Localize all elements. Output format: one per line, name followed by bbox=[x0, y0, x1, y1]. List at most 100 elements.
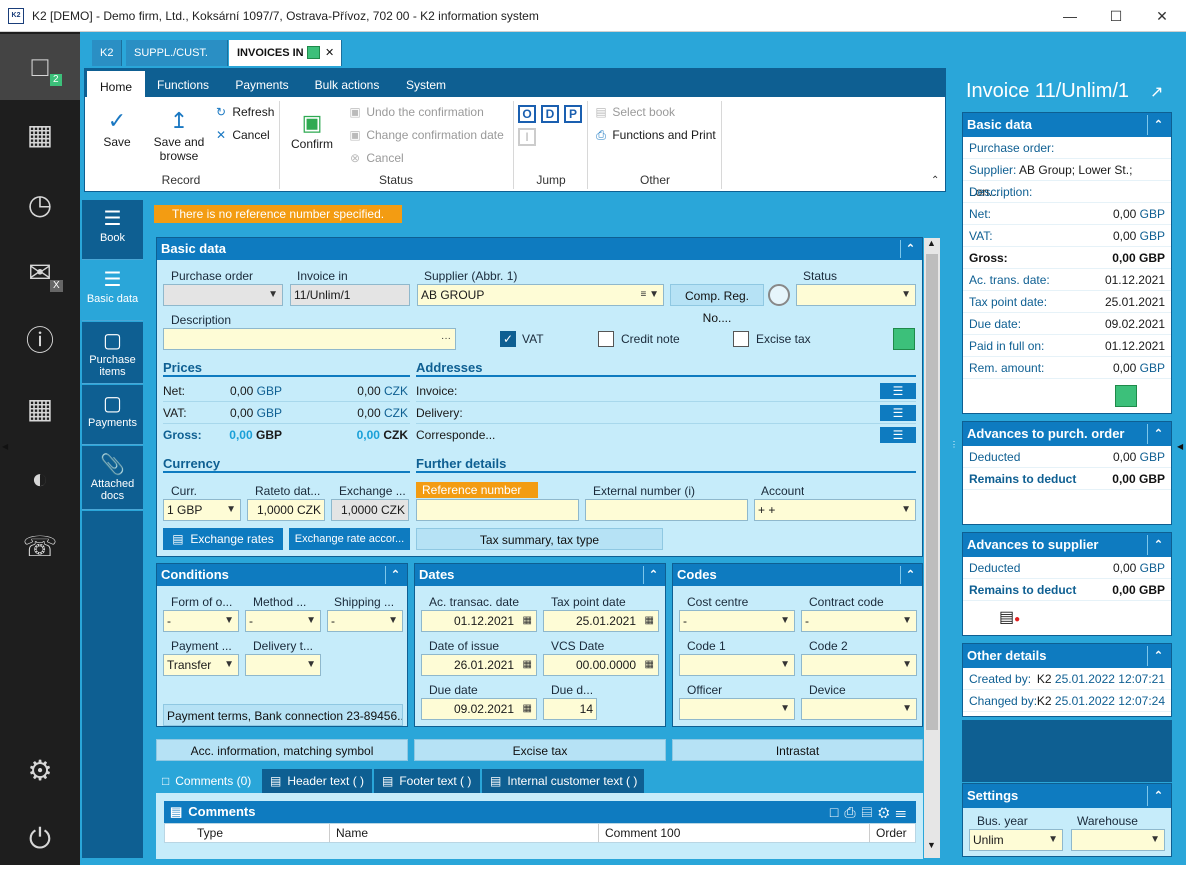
calendar-icon[interactable]: ▦ bbox=[26, 393, 54, 424]
tab-header-text[interactable]: ▤ Header text ( ) bbox=[262, 769, 372, 793]
chevron-up-icon[interactable]: ⌃ bbox=[900, 566, 920, 584]
cost-centre-select[interactable]: - ▼ bbox=[679, 610, 795, 632]
external-number-input[interactable] bbox=[585, 499, 748, 521]
undo-confirmation-button[interactable]: ▣ Undo the confirmation bbox=[347, 105, 483, 119]
history-icon[interactable]: ◷ bbox=[27, 189, 53, 220]
tab-footer-text[interactable]: ▤ Footer text ( ) bbox=[374, 769, 480, 793]
rate-field[interactable]: 1,0000 CZK bbox=[247, 499, 325, 521]
content-scrollbar[interactable]: ▲ ▼ bbox=[924, 238, 940, 858]
tab-internal-customer-text[interactable]: ▤ Internal customer text ( ) bbox=[482, 769, 644, 793]
doc-tab-k2[interactable]: K2 bbox=[92, 40, 123, 66]
vnav-book[interactable]: ☰ Book bbox=[82, 200, 143, 260]
excise-tax-checkbox[interactable] bbox=[733, 331, 749, 347]
jump-d-button[interactable]: D bbox=[541, 105, 559, 123]
col-name[interactable]: Name bbox=[329, 824, 368, 842]
ribbon-tab-functions[interactable]: Functions bbox=[156, 78, 210, 92]
settings-gear-icon[interactable]: ⚙ bbox=[27, 755, 53, 786]
vcs-date-input[interactable]: 00.00.0000 ▦ bbox=[543, 654, 659, 676]
reference-number-input[interactable] bbox=[416, 499, 579, 521]
vnav-basic-data[interactable]: ☰ Basic data bbox=[82, 261, 143, 321]
ribbon-tab-bulk-actions[interactable]: Bulk actions bbox=[314, 78, 380, 92]
status-select[interactable]: ▼ bbox=[796, 284, 916, 306]
vnav-attached-docs[interactable]: 📎 Attached docs bbox=[82, 446, 143, 510]
exchange-rate-accor-button[interactable]: Exchange rate accor... bbox=[289, 528, 410, 550]
tax-summary-button[interactable]: Tax summary, tax type bbox=[416, 528, 663, 550]
exchange-field[interactable]: 1,0000 CZK bbox=[331, 499, 409, 521]
minimize-icon[interactable]: — bbox=[1063, 8, 1077, 24]
apps-grid-icon[interactable]: ▦ bbox=[26, 119, 54, 150]
purchase-order-select[interactable]: ▼ bbox=[163, 284, 283, 306]
cancel-button[interactable]: ✕ Cancel bbox=[213, 128, 270, 142]
vat-checkbox[interactable]: ✓ bbox=[500, 331, 516, 347]
save-button[interactable]: ✓ Save bbox=[93, 107, 141, 149]
ac-transac-date-input[interactable]: 01.12.2021 ▦ bbox=[421, 610, 537, 632]
doc-tab-suppl-cust[interactable]: SUPPL./CUST. bbox=[126, 40, 228, 66]
col-type[interactable]: Type bbox=[197, 826, 224, 840]
jump-o-button[interactable]: O bbox=[518, 105, 536, 123]
payment-terms-button[interactable]: Payment terms, Bank connection 23-89456.… bbox=[163, 704, 403, 726]
address-correspondence-menu-icon[interactable]: ☰ bbox=[880, 427, 916, 443]
chevron-up-icon[interactable]: ⌃ bbox=[643, 566, 663, 584]
shipping-select[interactable]: - ▼ bbox=[327, 610, 403, 632]
vnav-payments[interactable]: ▢ Payments bbox=[82, 385, 143, 445]
grid-toolbar-icons[interactable]: □⎙▤⚙☰ bbox=[829, 804, 912, 820]
supplier-select[interactable]: AB GROUP ≡ ▼ bbox=[417, 284, 664, 306]
chevron-up-icon[interactable]: ⌃ bbox=[900, 240, 920, 258]
refresh-button[interactable]: ↻ Refresh bbox=[213, 105, 274, 119]
contract-code-select[interactable]: - ▼ bbox=[801, 610, 917, 632]
payment-select[interactable]: Transfer ▼ bbox=[163, 654, 239, 676]
due-date-input[interactable]: 09.02.2021 ▦ bbox=[421, 698, 537, 720]
chevron-up-icon[interactable]: ⌃ bbox=[385, 566, 405, 584]
collapse-right-arrow-icon[interactable]: ◀ bbox=[1177, 442, 1184, 451]
ribbon-tab-system[interactable]: System bbox=[405, 78, 446, 92]
chevron-up-icon[interactable]: ⌃ bbox=[1147, 424, 1169, 444]
col-order[interactable]: Order bbox=[869, 824, 907, 842]
method-select[interactable]: - ▼ bbox=[245, 610, 321, 632]
chevron-up-icon[interactable]: ⌃ bbox=[1147, 115, 1169, 135]
collapse-left-arrow-icon[interactable]: ◀ bbox=[2, 442, 9, 451]
address-invoice-menu-icon[interactable]: ☰ bbox=[880, 383, 916, 399]
functions-print-button[interactable]: ⎙ Functions and Print bbox=[593, 128, 716, 143]
monitor-icon[interactable]: □ 2 bbox=[0, 34, 80, 100]
scroll-up-icon[interactable]: ▲ bbox=[927, 238, 936, 248]
col-comment[interactable]: Comment 100 bbox=[598, 824, 680, 842]
ribbon-tab-home[interactable]: Home bbox=[87, 69, 145, 97]
scrollbar-thumb[interactable] bbox=[926, 254, 938, 730]
ribbon-collapse-icon[interactable]: ⌃ bbox=[931, 175, 940, 186]
messages-icon[interactable]: ✉ X bbox=[0, 240, 80, 306]
save-browse-button[interactable]: ↥ Save and browse bbox=[149, 107, 209, 163]
form-select[interactable]: - ▼ bbox=[163, 610, 239, 632]
jump-p-button[interactable]: P bbox=[564, 105, 582, 123]
delivery-select[interactable]: ▼ bbox=[245, 654, 321, 676]
description-input[interactable]: ··· bbox=[163, 328, 456, 350]
vnav-purchase-items[interactable]: ▢ Purchase items bbox=[82, 322, 143, 384]
excise-tax-button[interactable]: Excise tax bbox=[414, 739, 666, 761]
close-icon[interactable]: ✕ bbox=[1156, 8, 1168, 24]
chevron-up-icon[interactable]: ⌃ bbox=[1147, 646, 1169, 666]
intrastat-button[interactable]: Intrastat bbox=[672, 739, 923, 761]
ribbon-tab-payments[interactable]: Payments bbox=[235, 78, 289, 92]
acc-information-button[interactable]: Acc. information, matching symbol bbox=[156, 739, 408, 761]
right-supplier-value[interactable]: AB Group; Lower St.; Lon... bbox=[969, 163, 1133, 199]
comp-reg-button[interactable]: Comp. Reg. No.... bbox=[670, 284, 764, 325]
open-external-icon[interactable]: ↗ bbox=[1150, 84, 1164, 101]
document-warning-icon[interactable]: ▤● bbox=[999, 609, 1021, 626]
power-icon[interactable]: ⏻ bbox=[28, 823, 52, 854]
exchange-rates-button[interactable]: ▤ Exchange rates bbox=[163, 528, 283, 550]
due-days-input[interactable]: 14 bbox=[543, 698, 597, 720]
tab-comments[interactable]: □ Comments (0) bbox=[156, 769, 260, 793]
officer-select[interactable]: ▼ bbox=[679, 698, 795, 720]
tax-point-date-input[interactable]: 25.01.2021 ▦ bbox=[543, 610, 659, 632]
bus-year-select[interactable]: Unlim ▼ bbox=[969, 829, 1063, 851]
chevron-up-icon[interactable]: ⌃ bbox=[1147, 786, 1169, 806]
code2-select[interactable]: ▼ bbox=[801, 654, 917, 676]
invoice-in-field[interactable]: 11/Unlim/1 bbox=[290, 284, 410, 306]
tab-close-icon[interactable]: ✕ bbox=[325, 47, 335, 59]
warehouse-select[interactable]: ▼ bbox=[1071, 829, 1165, 851]
network-phone-icon[interactable]: ☏ bbox=[22, 531, 58, 562]
cancel-status-button[interactable]: ⊗ Cancel bbox=[347, 151, 404, 165]
jump-i-icon[interactable]: I bbox=[518, 128, 536, 146]
account-select[interactable]: + + ▼ bbox=[754, 499, 916, 521]
info-icon[interactable]: ⓘ bbox=[25, 325, 54, 356]
chart-pie-icon[interactable]: ◐ bbox=[31, 463, 49, 494]
